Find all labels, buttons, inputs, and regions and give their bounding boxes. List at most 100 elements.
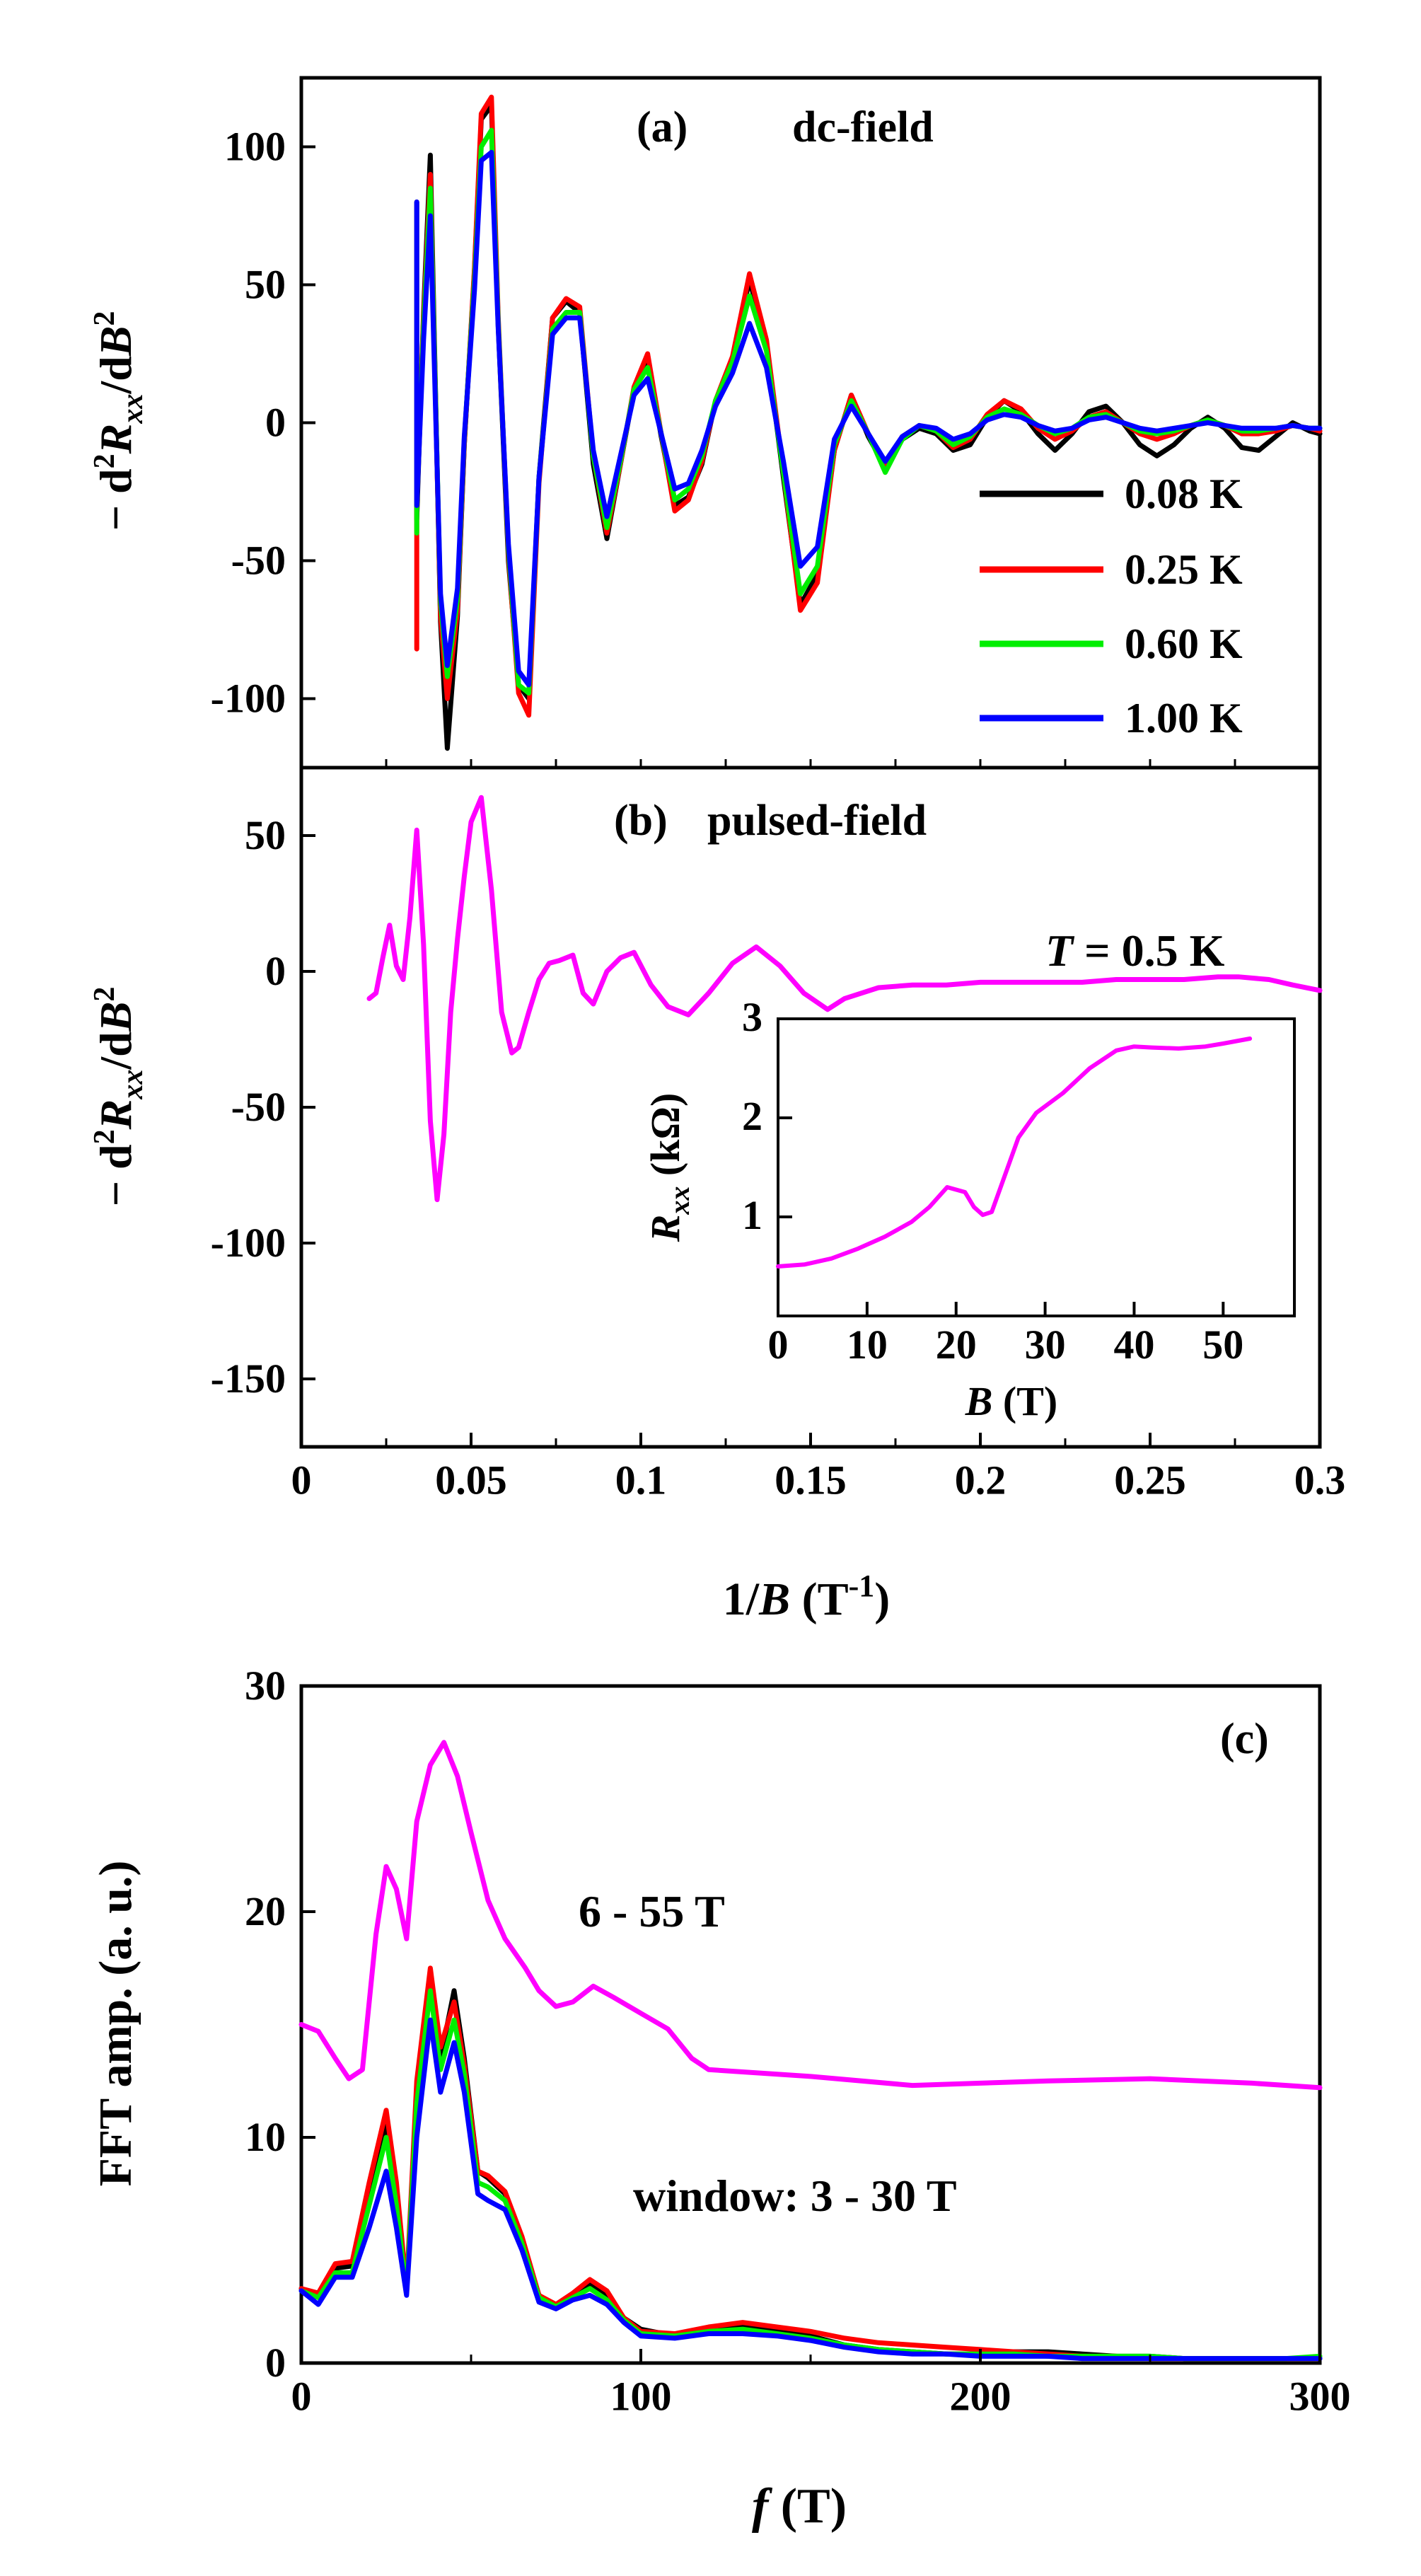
panel-c-label-dc: window: 3 - 30 T	[633, 2171, 957, 2221]
legend-label-1: 0.25 K	[1125, 546, 1243, 593]
panel-b-axes: -150 -100 -50 0 50 0 0.05 0.1 0.15 0.2 0.25 0.3	[211, 812, 1346, 1503]
xtick-label-b-4: 0.2	[955, 1457, 1007, 1503]
ylabel-b-R: R	[91, 1099, 141, 1131]
ylabel-a-sup1: 2	[88, 454, 121, 468]
legend-label-2: 0.60 K	[1125, 620, 1243, 667]
ytick-label-a-0: -100	[211, 676, 286, 722]
x-label-unit: (T	[790, 1573, 849, 1625]
ylabel-b-mid: /d	[91, 1032, 141, 1070]
xtick-label-b-0: 0	[291, 1457, 312, 1503]
inset-frame	[777, 1017, 1296, 1317]
panel-b-series	[366, 795, 1323, 1203]
ytick-label-b-inset-1: 2	[742, 1093, 762, 1139]
panel-a-ylabel: − d2Rxx/dB2	[88, 311, 149, 531]
xtick-label-b-6: 0.3	[1294, 1457, 1346, 1503]
ylabel-a-pre: − d	[91, 468, 141, 531]
ytick-label-c-1: 10	[245, 2114, 286, 2160]
panel-b-tag: (b)	[614, 797, 668, 845]
inset-xlabel-unit: (T)	[992, 1378, 1057, 1424]
inset-xlabel: B (T)	[965, 1378, 1058, 1424]
xtick-label-b-3: 0.15	[775, 1457, 847, 1503]
xtick-label-c-1: 100	[610, 2374, 672, 2420]
panel-a: -100 -50 0 50 100 (a) dc-field − d2Rxx/dB2 0…	[88, 76, 1323, 770]
panel-c-xlabel: f (T)	[752, 2479, 847, 2534]
panel-b-title: pulsed-field	[707, 797, 927, 845]
ylabel-b-sub: xx	[117, 1070, 149, 1100]
xtick-label-b-inset-0: 0	[768, 1322, 789, 1368]
inset-ylabel-R: R	[642, 1215, 688, 1243]
inset-series	[776, 1036, 1253, 1269]
ylabel-a-B: B	[91, 326, 141, 357]
panel-c-xlabel-unit: (T)	[768, 2479, 847, 2534]
ytick-label-b-1: -100	[211, 1220, 286, 1266]
series-a-3	[414, 149, 1323, 688]
ylabel-b-B: B	[91, 1002, 141, 1033]
inset-ylabel: Rxx (kΩ)	[642, 1093, 695, 1243]
panel-c-series	[298, 1740, 1323, 2362]
ytick-label-b-0: -150	[211, 1356, 286, 1402]
x-label-B: B	[758, 1573, 790, 1625]
ytick-label-b-4: 50	[245, 812, 286, 858]
temp-rest: = 0.5 K	[1073, 925, 1224, 976]
ytick-label-c-0: 0	[265, 2340, 286, 2386]
xtick-label-b-5: 0.25	[1114, 1457, 1186, 1503]
ytick-label-b-inset-2: 3	[742, 994, 762, 1040]
x-label-close: )	[874, 1573, 890, 1625]
panel-a-axes: -100 -50 0 50 100	[211, 124, 1321, 768]
panel-c-tag: (c)	[1220, 1715, 1269, 1763]
ytick-label-a-1: -50	[231, 538, 286, 584]
ylabel-a-sup2: 2	[88, 311, 121, 326]
ylabel-b-sup1: 2	[88, 1129, 121, 1144]
ytick-label-a-2: 0	[265, 400, 286, 446]
ytick-label-b-3: 0	[265, 948, 286, 994]
panel-a-series	[414, 94, 1323, 751]
xtick-label-b-inset-5: 50	[1202, 1322, 1243, 1368]
legend: 0.08 K 0.25 K 0.60 K 1.00 K	[980, 470, 1243, 741]
inset-ylabel-sub: xx	[663, 1186, 695, 1215]
series-b-inset-0	[776, 1036, 1253, 1269]
xtick-label-c-2: 200	[950, 2374, 1011, 2420]
panel-a-tag: (a)	[637, 103, 688, 151]
xtick-label-c-3: 300	[1289, 2374, 1351, 2420]
ytick-label-a-3: 50	[245, 262, 286, 308]
series-c-1	[298, 1977, 1323, 2362]
xtick-label-b-inset-3: 30	[1025, 1322, 1066, 1368]
series-c-0	[298, 1740, 1323, 2091]
shared-xlabel: 1/B (T-1)	[723, 1569, 891, 1625]
ylabel-a-sub: xx	[117, 394, 149, 424]
inset-xlabel-B: B	[965, 1378, 993, 1424]
x-label-pre: 1/	[723, 1573, 760, 1625]
series-c-4	[298, 2017, 1323, 2362]
ylabel-b-sup2: 2	[88, 987, 121, 1002]
ytick-label-c-3: 30	[245, 1663, 286, 1709]
panel-c-ylabel: FFT amp. (a. u.)	[90, 1861, 141, 2187]
panel-b-ylabel: − d2Rxx/dB2	[88, 987, 149, 1207]
series-a-2	[414, 127, 1323, 696]
ytick-label-b-inset-0: 1	[742, 1192, 762, 1238]
xtick-label-b-2: 0.1	[615, 1457, 667, 1503]
panel-c-label-pulsed: 6 - 55 T	[579, 1886, 725, 1936]
inset-ylabel-unit: (kΩ)	[642, 1093, 688, 1186]
series-b-0	[366, 795, 1323, 1203]
ylabel-a-R: R	[91, 424, 141, 455]
panel-b-temp: T = 0.5 K	[1045, 925, 1225, 976]
temp-T: T	[1045, 925, 1075, 976]
legend-label-3: 1.00 K	[1125, 695, 1243, 741]
x-label-sup: -1	[849, 1569, 875, 1603]
panel-a-title: dc-field	[792, 103, 934, 151]
legend-label-0: 0.08 K	[1125, 470, 1243, 517]
xtick-label-b-1: 0.05	[435, 1457, 507, 1503]
xtick-label-b-inset-2: 20	[936, 1322, 977, 1368]
xtick-label-c-0: 0	[291, 2374, 312, 2420]
xtick-label-b-inset-4: 40	[1113, 1322, 1154, 1368]
xtick-label-b-inset-1: 10	[847, 1322, 888, 1368]
ytick-label-b-2: -50	[231, 1084, 286, 1130]
ytick-label-a-4: 100	[224, 124, 286, 170]
ytick-label-c-2: 20	[245, 1888, 286, 1934]
